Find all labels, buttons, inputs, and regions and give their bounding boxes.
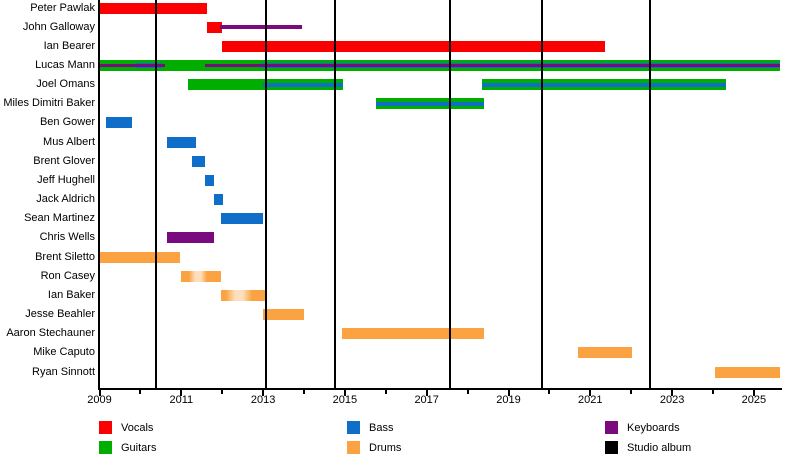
timeline-bar-bass [213,194,224,206]
legend-swatch-keyboards [605,421,618,434]
member-name-label: Ryan Sinnott [32,365,95,378]
timeline-bar-keyboards [167,232,215,244]
x-axis-tick [221,390,224,394]
legend-swatch-bass [347,421,360,434]
timeline-bar-drums [714,366,781,378]
member-name-label: Mike Caputo [33,346,95,359]
legend-swatch-drums [347,441,360,454]
member-name-label: Ian Baker [47,288,95,301]
x-axis-tick [343,390,346,396]
x-axis-tick [752,390,755,396]
x-axis-line [98,388,782,390]
member-name-label: Ian Bearer [43,39,95,52]
member-name-label: Aaron Stechauner [6,327,95,340]
x-axis-tick [671,390,674,396]
timeline-bar-drums [341,328,485,340]
timeline-bar-vocals [99,2,208,14]
legend-label: Drums [369,442,402,454]
y-axis-line [98,0,100,389]
member-name-label: Jesse Beahler [25,308,95,321]
x-axis-year-label: 2015 [332,394,358,406]
timeline-bar-drums [262,309,305,321]
member-name-label: Sean Martinez [24,212,95,225]
member-name-label: Lucas Mann [35,58,95,71]
legend-label: Bass [369,422,394,434]
timeline-bar-vocals [222,40,606,52]
timeline-bar-bass [376,101,485,106]
timeline-bar-bass [262,82,343,87]
legend-label: Guitars [121,442,157,454]
x-axis-year-label: 2013 [250,394,276,406]
x-axis-tick [712,390,714,394]
member-name-label: Ben Gower [39,116,95,129]
member-name-label: Chris Wells [39,231,95,244]
studio-album-line [333,0,336,389]
x-axis-tick [384,390,387,394]
member-name-label: Peter Pawlak [30,1,95,14]
timeline-bar-bass [166,136,197,148]
member-name-label: Brent Glover [33,154,95,167]
member-name-label: Ron Casey [40,269,95,282]
studio-album-line [154,0,157,389]
x-axis-tick [262,390,265,396]
studio-album-line [541,0,544,389]
timeline-bar-vocals [206,21,223,33]
legend-label: Studio album [627,442,692,454]
timeline-bar-bass [204,174,215,186]
timeline-bar-bass [105,117,133,129]
timeline-bar-bass [482,82,727,87]
x-axis-year-label: 2021 [578,394,603,406]
x-axis-tick [589,390,592,396]
member-name-label: Jeff Hughell [37,173,95,186]
x-axis-tick [548,390,551,394]
timeline-bar-drums [100,251,181,263]
member-name-label: John Galloway [22,20,95,33]
studio-album-line [449,0,452,389]
member-name-label: Jack Aldrich [36,193,95,206]
x-axis-tick [180,390,183,396]
timeline-bar-keyboards [205,63,781,67]
legend-swatch-vocals [99,421,112,434]
x-axis-tick [466,390,469,394]
x-axis-tick [139,390,142,394]
legend-swatch-album [605,441,618,454]
legend-label: Keyboards [627,422,680,434]
timeline-bar-drums [577,347,632,359]
member-name-label: Joel Omans [36,78,95,91]
legend-swatch-guitars [99,441,112,454]
legend-label: Vocals [121,422,154,434]
x-axis-year-label: 2019 [496,394,521,406]
member-name-label: Miles Dimitri Baker [3,97,95,110]
session-member-fade [188,270,207,282]
session-member-fade [226,289,252,301]
timeline-bar-keyboards [220,25,302,30]
member-name-label: Brent Siletto [35,250,95,263]
timeline-bar-keyboards [99,63,166,67]
x-axis-tick [630,390,633,394]
x-axis-year-label: 2011 [169,394,194,406]
x-axis-year-label: 2009 [87,394,112,406]
x-axis-year-label: 2017 [414,394,439,406]
x-axis-tick [507,390,510,396]
x-axis-year-label: 2023 [659,394,685,406]
studio-album-line [265,0,268,389]
x-axis-tick [98,390,101,396]
studio-album-line [649,0,652,389]
x-axis-year-label: 2025 [741,394,767,406]
x-axis-tick [303,390,305,394]
member-name-label: Mus Albert [43,135,95,148]
x-axis-tick [425,390,428,396]
timeline-bar-bass [192,155,205,167]
timeline-bar-bass [221,213,263,225]
